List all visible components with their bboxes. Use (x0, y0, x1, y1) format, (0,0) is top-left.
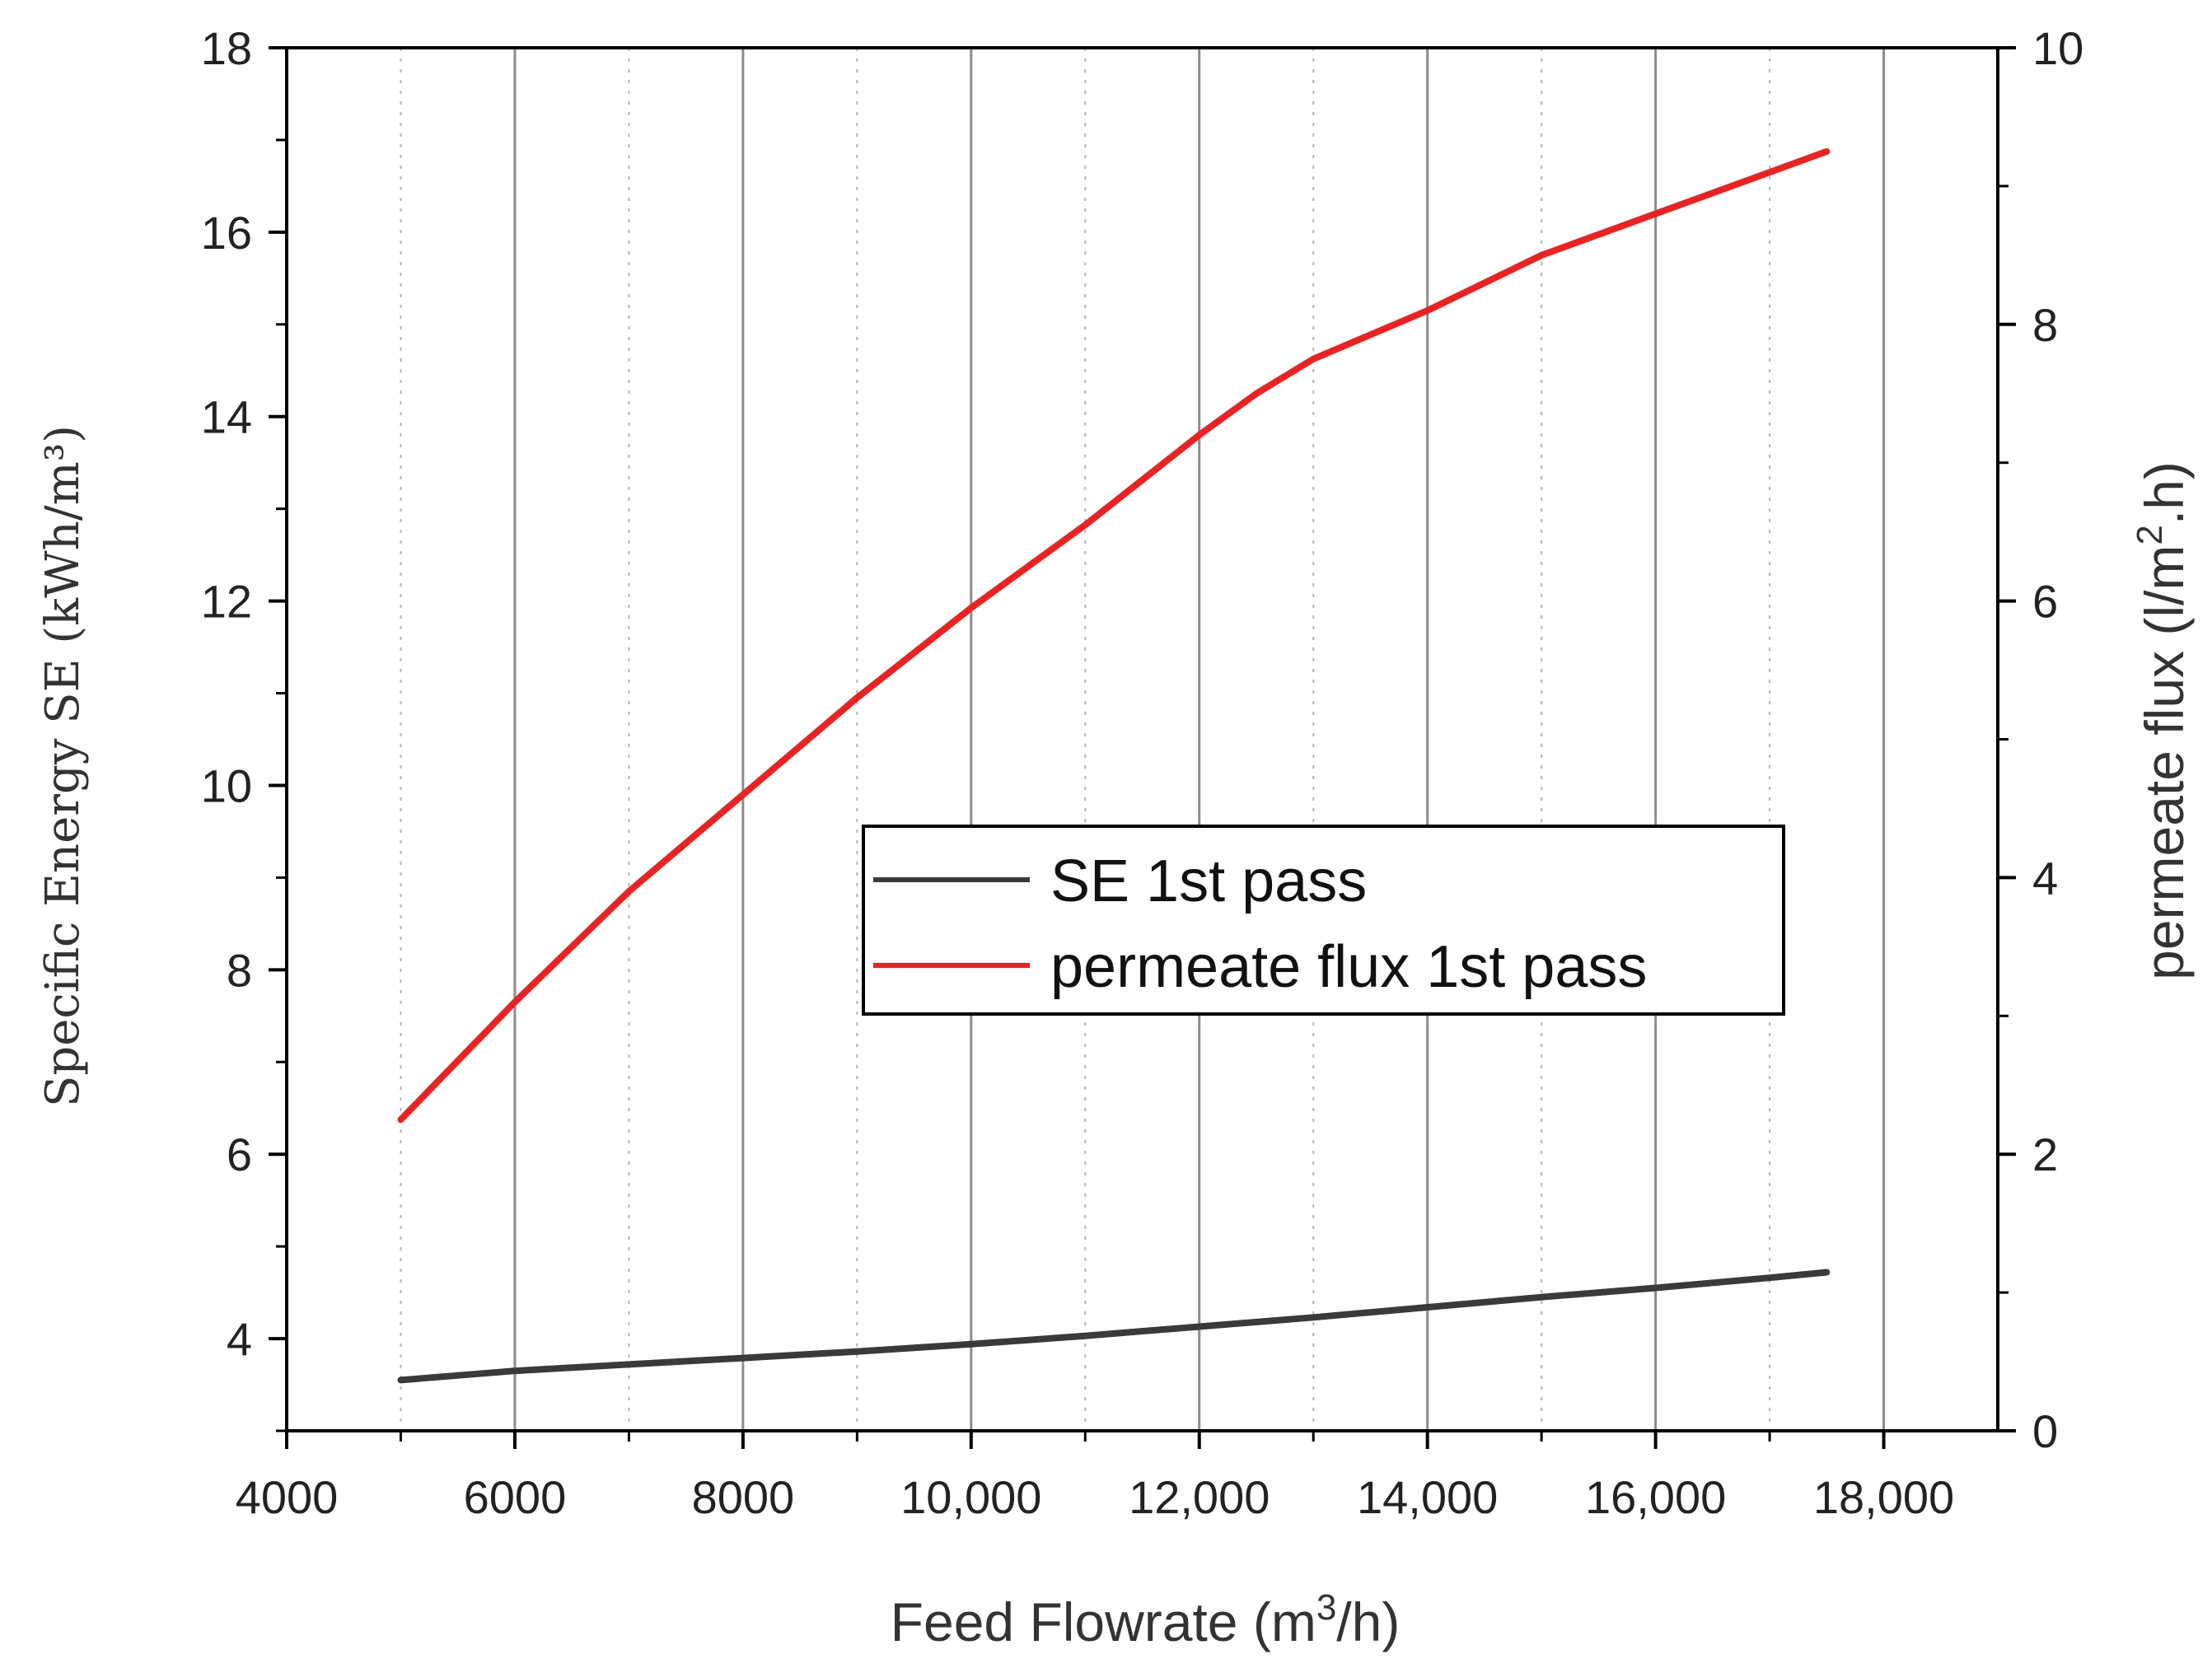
y-left-tick-label: 12 (201, 576, 252, 628)
grid-lines (400, 48, 1886, 1431)
x-tick-label: 8000 (692, 1471, 795, 1523)
x-tick-label: 16,000 (1585, 1471, 1726, 1523)
x-tick-label: 12,000 (1129, 1471, 1270, 1523)
series-line-permeate-flux-1st-pass (397, 147, 1831, 1124)
legend: SE 1st pass permeate flux 1st pass (862, 825, 1785, 1016)
tick-labels: 4000 6000 8000 10,000 12,000 14,000 16,000 18,0… (201, 22, 2084, 1523)
legend-label-se: SE 1st pass (1050, 848, 1367, 914)
legend-box (862, 825, 1785, 1016)
y-right-axis-title: permeate flux (l/m2.h) (2130, 461, 2195, 980)
y-right-tick-label: 4 (2032, 852, 2058, 904)
x-tick-label: 18,000 (1813, 1471, 1954, 1523)
plot-frame (285, 46, 1999, 1432)
y-left-tick-label: 10 (201, 759, 252, 811)
x-tick-label: 14,000 (1357, 1471, 1498, 1523)
x-axis-title: Feed Flowrate (m3/h) (891, 1587, 1401, 1652)
y-left-tick-label: 16 (201, 207, 252, 259)
series-lines (397, 147, 1831, 1384)
y-right-tick-label: 10 (2032, 22, 2083, 74)
legend-label-permeate-flux: permeate flux 1st pass (1050, 934, 1647, 1000)
y-left-tick-label: 8 (227, 944, 252, 996)
x-tick-label: 6000 (464, 1471, 567, 1523)
y-right-tick-label: 6 (2032, 576, 2058, 628)
y-right-tick-label: 2 (2032, 1129, 2058, 1180)
y-right-tick-label: 8 (2032, 299, 2058, 351)
x-tick-label: 10,000 (900, 1471, 1041, 1523)
series-line-se-1st-pass (397, 1269, 1831, 1384)
y-left-axis-title: Specific Energy SE (kWh/m³) (36, 425, 90, 1107)
axis-ticks (269, 46, 2016, 1449)
y-left-tick-label: 4 (227, 1313, 252, 1365)
x-tick-label: 4000 (236, 1471, 339, 1523)
y-left-tick-label: 6 (227, 1129, 252, 1180)
y-right-tick-label: 0 (2032, 1405, 2058, 1457)
y-left-tick-label: 14 (201, 391, 252, 443)
y-left-tick-label: 18 (201, 22, 252, 74)
